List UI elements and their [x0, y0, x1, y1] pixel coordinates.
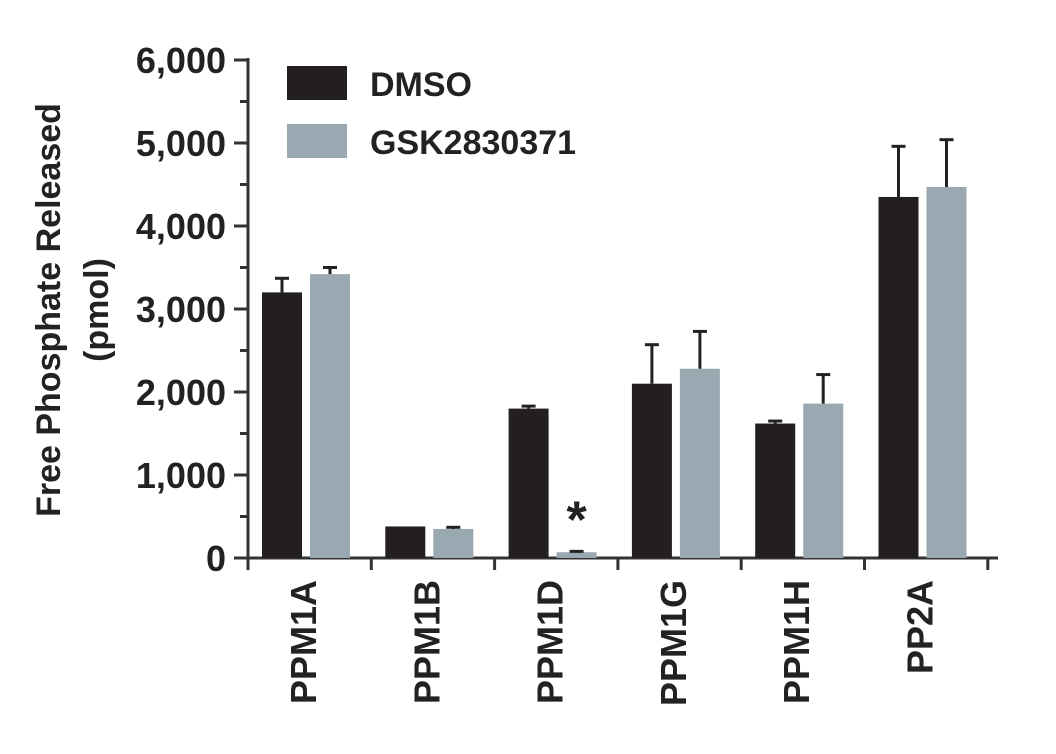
bar: [556, 552, 597, 558]
y-tick-label: 5,000: [136, 123, 226, 164]
y-tick-label: 3,000: [136, 289, 226, 330]
error-bars: [275, 138, 954, 553]
annotations: *: [566, 491, 587, 549]
x-category-label: PP2A: [900, 580, 941, 674]
x-category-label: PPM1D: [530, 580, 571, 704]
y-axis-title-line-1: Free Phosphate Released: [30, 103, 68, 517]
bar: [926, 186, 967, 559]
bar: [803, 403, 844, 558]
y-tick-label: 6,000: [136, 40, 226, 81]
bar: [755, 423, 796, 558]
x-category-label: PPM1G: [653, 580, 694, 706]
bar: [310, 274, 350, 558]
legend-label: DMSO: [370, 66, 472, 104]
x-category-label: PPM1A: [283, 580, 324, 704]
x-category-labels: PPM1A PPM1B PPM1D PPM1G PPM1H PP2A: [283, 580, 941, 706]
legend-swatch: [287, 124, 347, 158]
y-tick-label: 4,000: [136, 206, 226, 247]
bars: [262, 186, 967, 559]
y-tick-label: 1,000: [136, 455, 226, 496]
y-ticks: 0 1,000 2,000 3,000 4,000 5,000 6,000: [136, 40, 248, 579]
bar: [679, 368, 720, 558]
legend-swatch: [287, 66, 347, 100]
y-axis-title: Free Phosphate Released (pmol): [30, 103, 116, 517]
legend-label: GSK2830371: [370, 124, 576, 162]
y-tick-label: 2,000: [136, 372, 226, 413]
bar: [631, 383, 672, 558]
y-tick-label: 0: [206, 538, 226, 579]
bar: [385, 526, 426, 558]
y-axis-title-line-2: (pmol): [78, 258, 116, 362]
legend: DMSO GSK2830371: [287, 66, 576, 162]
bar: [433, 528, 474, 558]
bar: [878, 196, 919, 558]
significance-mark: *: [566, 491, 587, 549]
bar: [262, 292, 302, 558]
x-category-label: PPM1H: [776, 580, 817, 704]
bar: [508, 408, 549, 558]
x-category-label: PPM1B: [406, 580, 447, 704]
